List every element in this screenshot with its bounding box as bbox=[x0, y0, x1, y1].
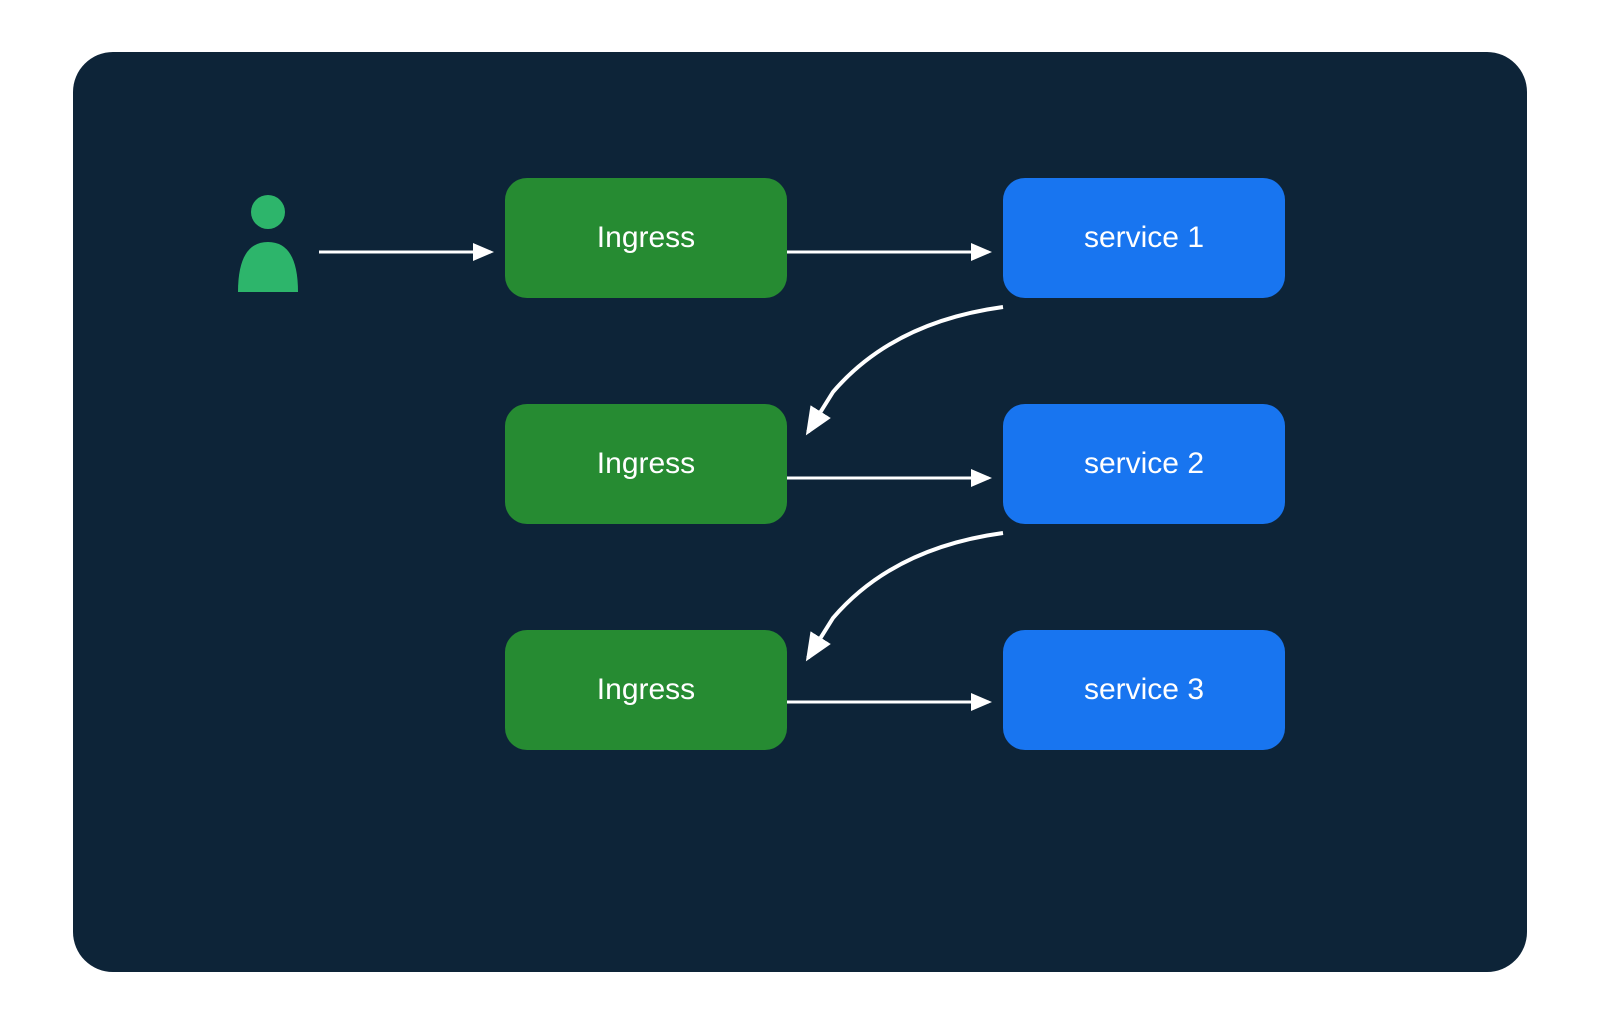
edge-service1-to-ingress2 bbox=[808, 307, 1003, 432]
node-ingress1: Ingress bbox=[505, 178, 787, 298]
node-label: Ingress bbox=[597, 673, 695, 707]
user-icon bbox=[228, 192, 308, 292]
arrows-layer bbox=[73, 52, 1527, 972]
node-service2: service 2 bbox=[1003, 404, 1285, 524]
node-label: service 2 bbox=[1084, 447, 1204, 481]
node-label: service 1 bbox=[1084, 221, 1204, 255]
diagram-canvas: Ingress service 1 Ingress service 2 Ingress s… bbox=[73, 52, 1527, 972]
node-service3: service 3 bbox=[1003, 630, 1285, 750]
node-label: Ingress bbox=[597, 221, 695, 255]
node-ingress3: Ingress bbox=[505, 630, 787, 750]
node-service1: service 1 bbox=[1003, 178, 1285, 298]
edge-service2-to-ingress3 bbox=[808, 533, 1003, 658]
node-label: service 3 bbox=[1084, 673, 1204, 707]
node-label: Ingress bbox=[597, 447, 695, 481]
node-ingress2: Ingress bbox=[505, 404, 787, 524]
